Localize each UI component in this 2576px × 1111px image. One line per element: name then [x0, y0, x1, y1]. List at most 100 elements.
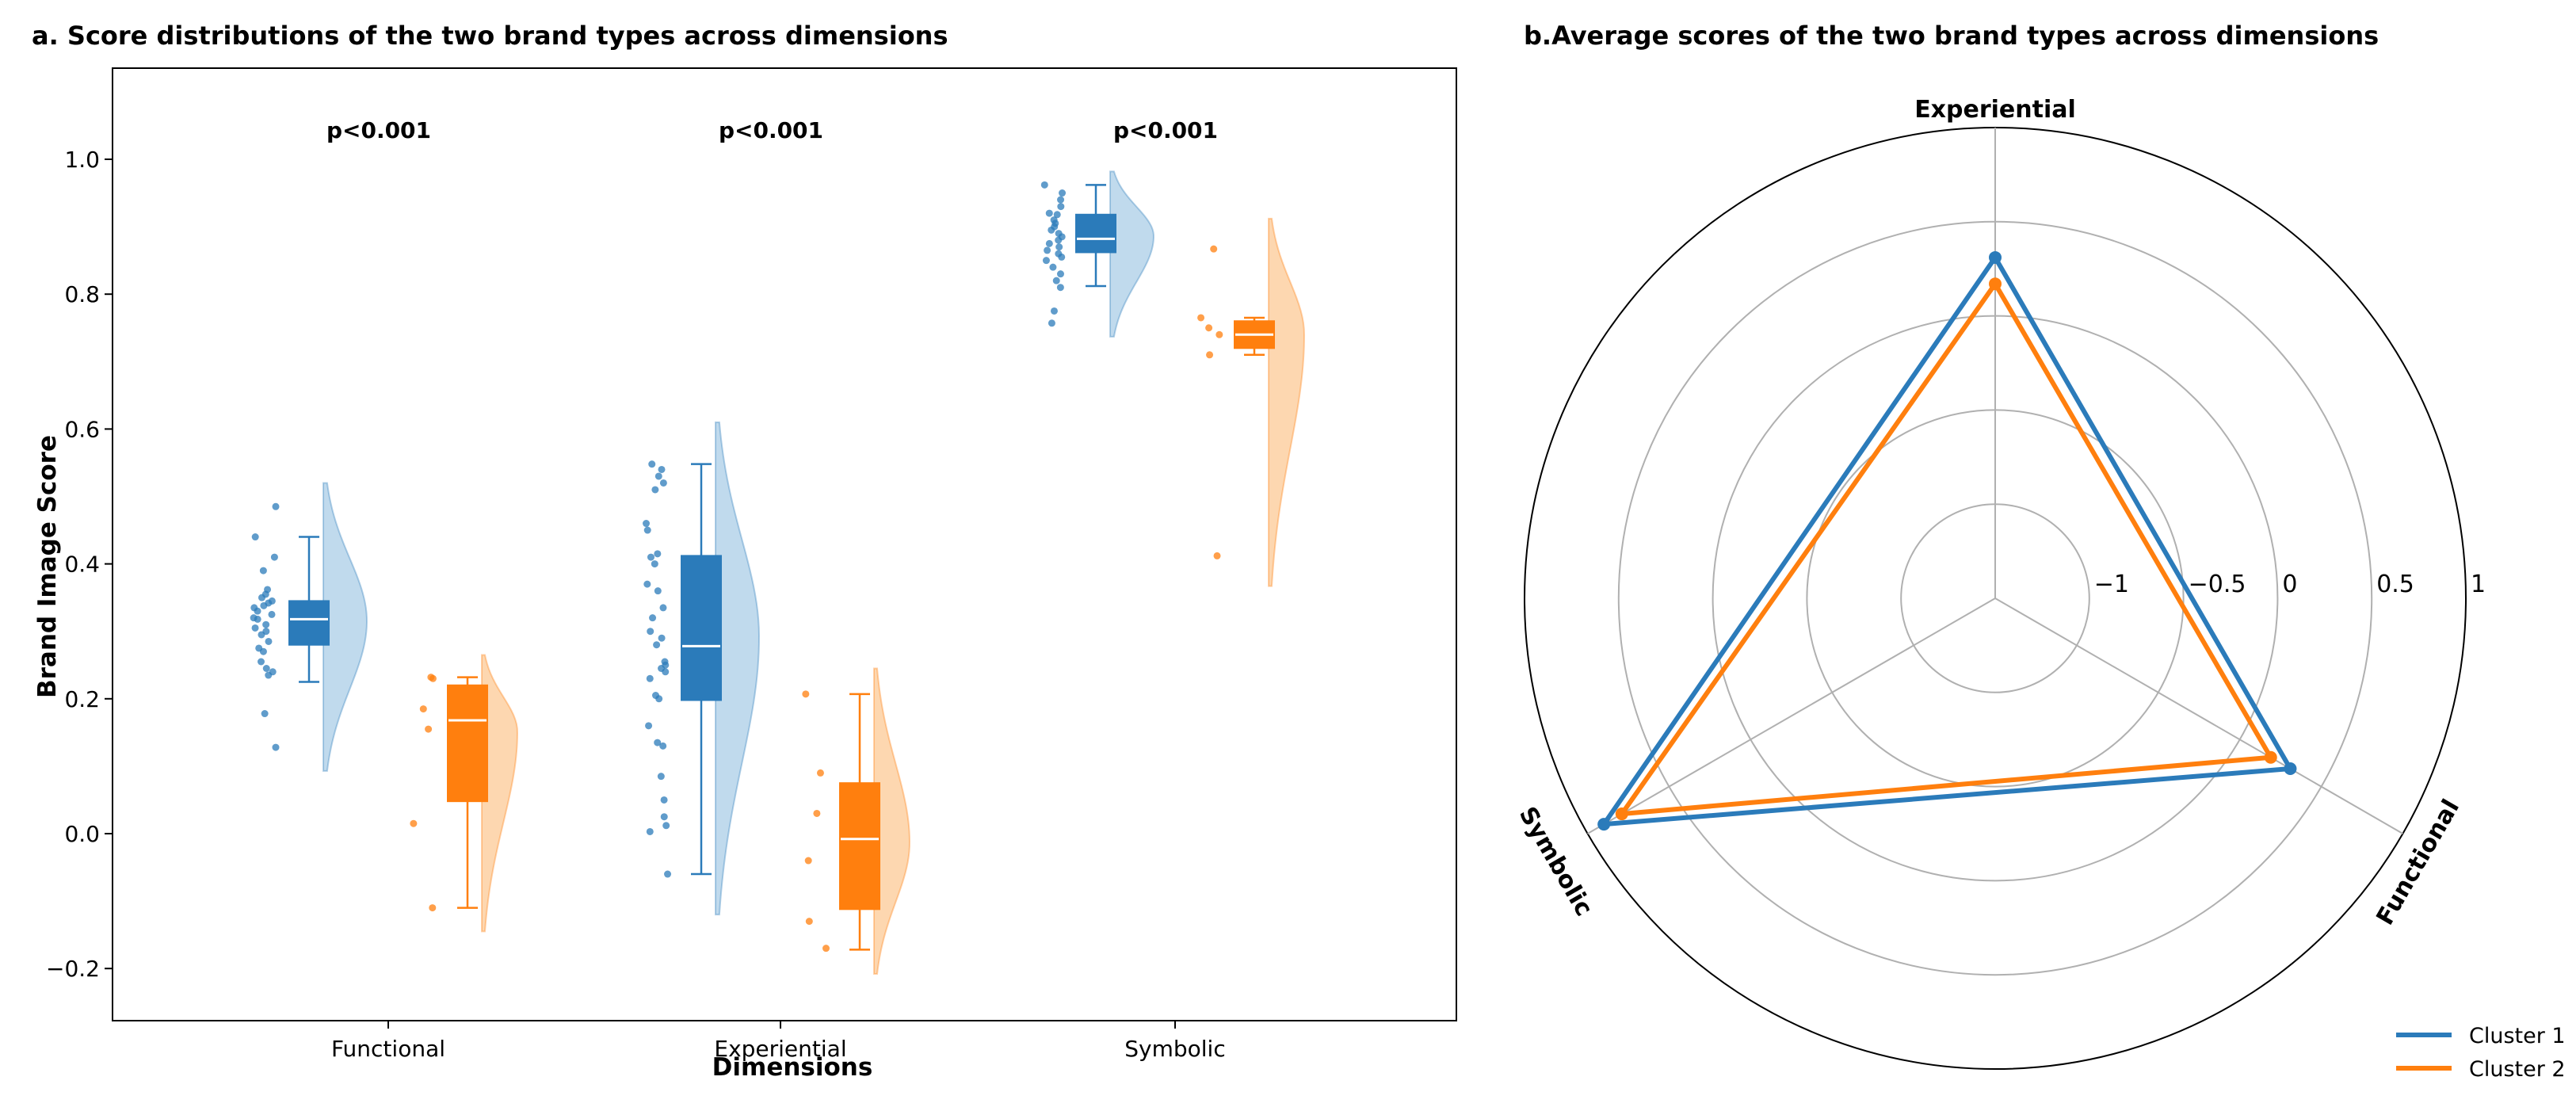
y-tick-label: 0.8 [64, 281, 100, 307]
data-point [802, 690, 810, 698]
data-point [1042, 257, 1050, 265]
data-point [1055, 243, 1063, 251]
data-point [272, 502, 280, 510]
data-point [1197, 314, 1205, 322]
data-point [659, 742, 667, 750]
data-point [664, 870, 672, 878]
data-point [1044, 246, 1051, 254]
data-point [429, 674, 437, 682]
box [1075, 213, 1116, 254]
data-point [657, 773, 665, 781]
data-point [1205, 324, 1213, 332]
radar-tick-label: −0.5 [2189, 571, 2246, 598]
x-tick-label-symbolic: Symbolic [1124, 1036, 1225, 1062]
data-point [645, 722, 653, 730]
data-point [1045, 239, 1053, 247]
data-point [419, 705, 427, 713]
data-point [822, 945, 830, 953]
data-point [654, 472, 662, 480]
x-axis-label: Dimensions [712, 1053, 873, 1082]
violin-cluster-2-symbolic [1268, 217, 1306, 587]
x-tick-label-functional: Functional [331, 1036, 445, 1062]
panel-a-title: a. Score distributions of the two brand … [32, 21, 948, 51]
data-point [816, 769, 824, 777]
data-point [1040, 181, 1048, 189]
p-value-annotation: p<0.001 [719, 117, 823, 143]
data-point [649, 614, 657, 622]
data-point [804, 857, 812, 865]
violin-cluster-1-functional [322, 482, 368, 772]
data-point [1056, 270, 1064, 278]
violin-cluster-2-experiential [873, 667, 911, 975]
radar-spoke [1994, 597, 2403, 834]
data-point [651, 560, 658, 568]
box [288, 600, 330, 646]
data-point [410, 819, 418, 827]
radar-tick-label: 0.5 [2376, 571, 2414, 598]
data-point [660, 796, 668, 804]
data-point [654, 739, 662, 746]
panel-b-title: b.Average scores of the two brand types … [1524, 21, 2379, 51]
data-point [647, 553, 654, 561]
x-tick-label-experiential: Experiential [714, 1036, 846, 1062]
data-point [1056, 284, 1064, 292]
y-tick-label: 0.0 [64, 821, 100, 847]
data-point [658, 465, 666, 473]
data-point [1045, 209, 1053, 217]
data-point [1050, 307, 1058, 315]
data-point [270, 553, 278, 561]
data-point [648, 460, 656, 468]
data-point [1057, 203, 1065, 211]
data-point [265, 637, 273, 645]
radar-marker [1597, 818, 1611, 831]
box [839, 782, 880, 911]
y-tick-label: 0.4 [64, 552, 100, 578]
data-point [646, 827, 654, 835]
data-point [1048, 226, 1055, 234]
data-point [257, 658, 265, 666]
radar-marker [2264, 750, 2277, 764]
data-point [259, 567, 267, 575]
y-tick-label: 0.2 [64, 686, 100, 712]
data-point [1052, 277, 1060, 284]
data-point [1210, 245, 1218, 253]
data-point [265, 671, 273, 679]
y-tick-label: −0.2 [46, 956, 100, 982]
data-point [1059, 189, 1067, 197]
data-point [662, 668, 670, 676]
panel-a-frame [112, 67, 1457, 1021]
data-point [261, 710, 269, 718]
data-point [1049, 263, 1057, 271]
data-point [268, 610, 276, 618]
radar-tick-label: −1 [2094, 571, 2129, 598]
data-point [254, 615, 261, 623]
data-point [1053, 211, 1061, 219]
radar-axis-label-experiential: Experiential [1914, 96, 2076, 124]
data-point [654, 587, 662, 595]
data-point [262, 620, 270, 628]
data-point [643, 580, 651, 588]
violin-cluster-2-functional [481, 654, 518, 933]
data-point [1206, 351, 1214, 359]
data-point [647, 628, 654, 636]
data-point [659, 604, 667, 612]
data-point [1058, 253, 1066, 261]
violin-cluster-1-experiential [715, 421, 760, 916]
data-point [1215, 330, 1223, 338]
data-point [272, 743, 280, 751]
data-point [251, 624, 259, 632]
data-point [1057, 196, 1065, 204]
data-point [643, 520, 651, 528]
legend-label-cluster-2: Cluster 2 [2469, 1057, 2566, 1082]
radar-marker [1989, 250, 2002, 264]
data-point [259, 647, 267, 655]
data-point [651, 486, 659, 494]
box [681, 555, 722, 701]
panel-b-radar: −1 −0.5 0 0.5 1ExperientialFunctionalSymboli… [1513, 96, 2486, 1070]
data-point [646, 674, 654, 682]
data-point [654, 550, 662, 558]
legend: Cluster 1 Cluster 2 [2396, 1024, 2566, 1082]
violin-cluster-1-symbolic [1109, 170, 1154, 338]
data-point [658, 634, 666, 642]
